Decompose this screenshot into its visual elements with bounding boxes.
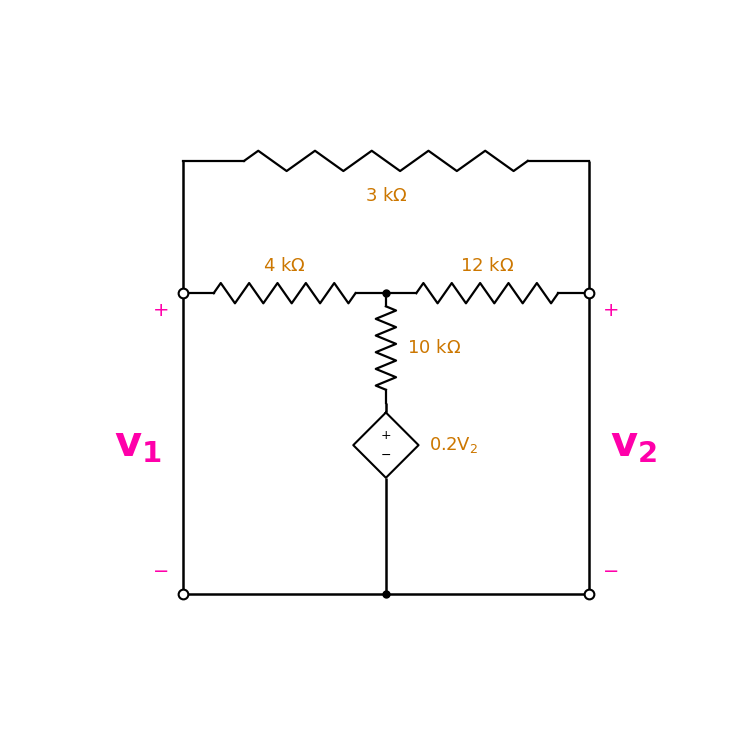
Text: 4 k$\Omega$: 4 k$\Omega$ <box>264 257 306 275</box>
Text: +: + <box>603 300 619 319</box>
Text: 10 k$\Omega$: 10 k$\Omega$ <box>407 339 462 357</box>
Text: 0.2V$_2$: 0.2V$_2$ <box>428 435 477 455</box>
Text: −: − <box>381 449 391 462</box>
Text: $\mathbf{v_1}$: $\mathbf{v_1}$ <box>114 423 162 465</box>
Text: +: + <box>153 300 169 319</box>
Text: 12 k$\Omega$: 12 k$\Omega$ <box>460 257 514 275</box>
Text: +: + <box>380 428 392 442</box>
Text: $\mathbf{v_2}$: $\mathbf{v_2}$ <box>610 423 657 465</box>
Text: 3 k$\Omega$: 3 k$\Omega$ <box>364 187 407 205</box>
Text: −: − <box>153 562 169 581</box>
Text: −: − <box>603 562 619 581</box>
